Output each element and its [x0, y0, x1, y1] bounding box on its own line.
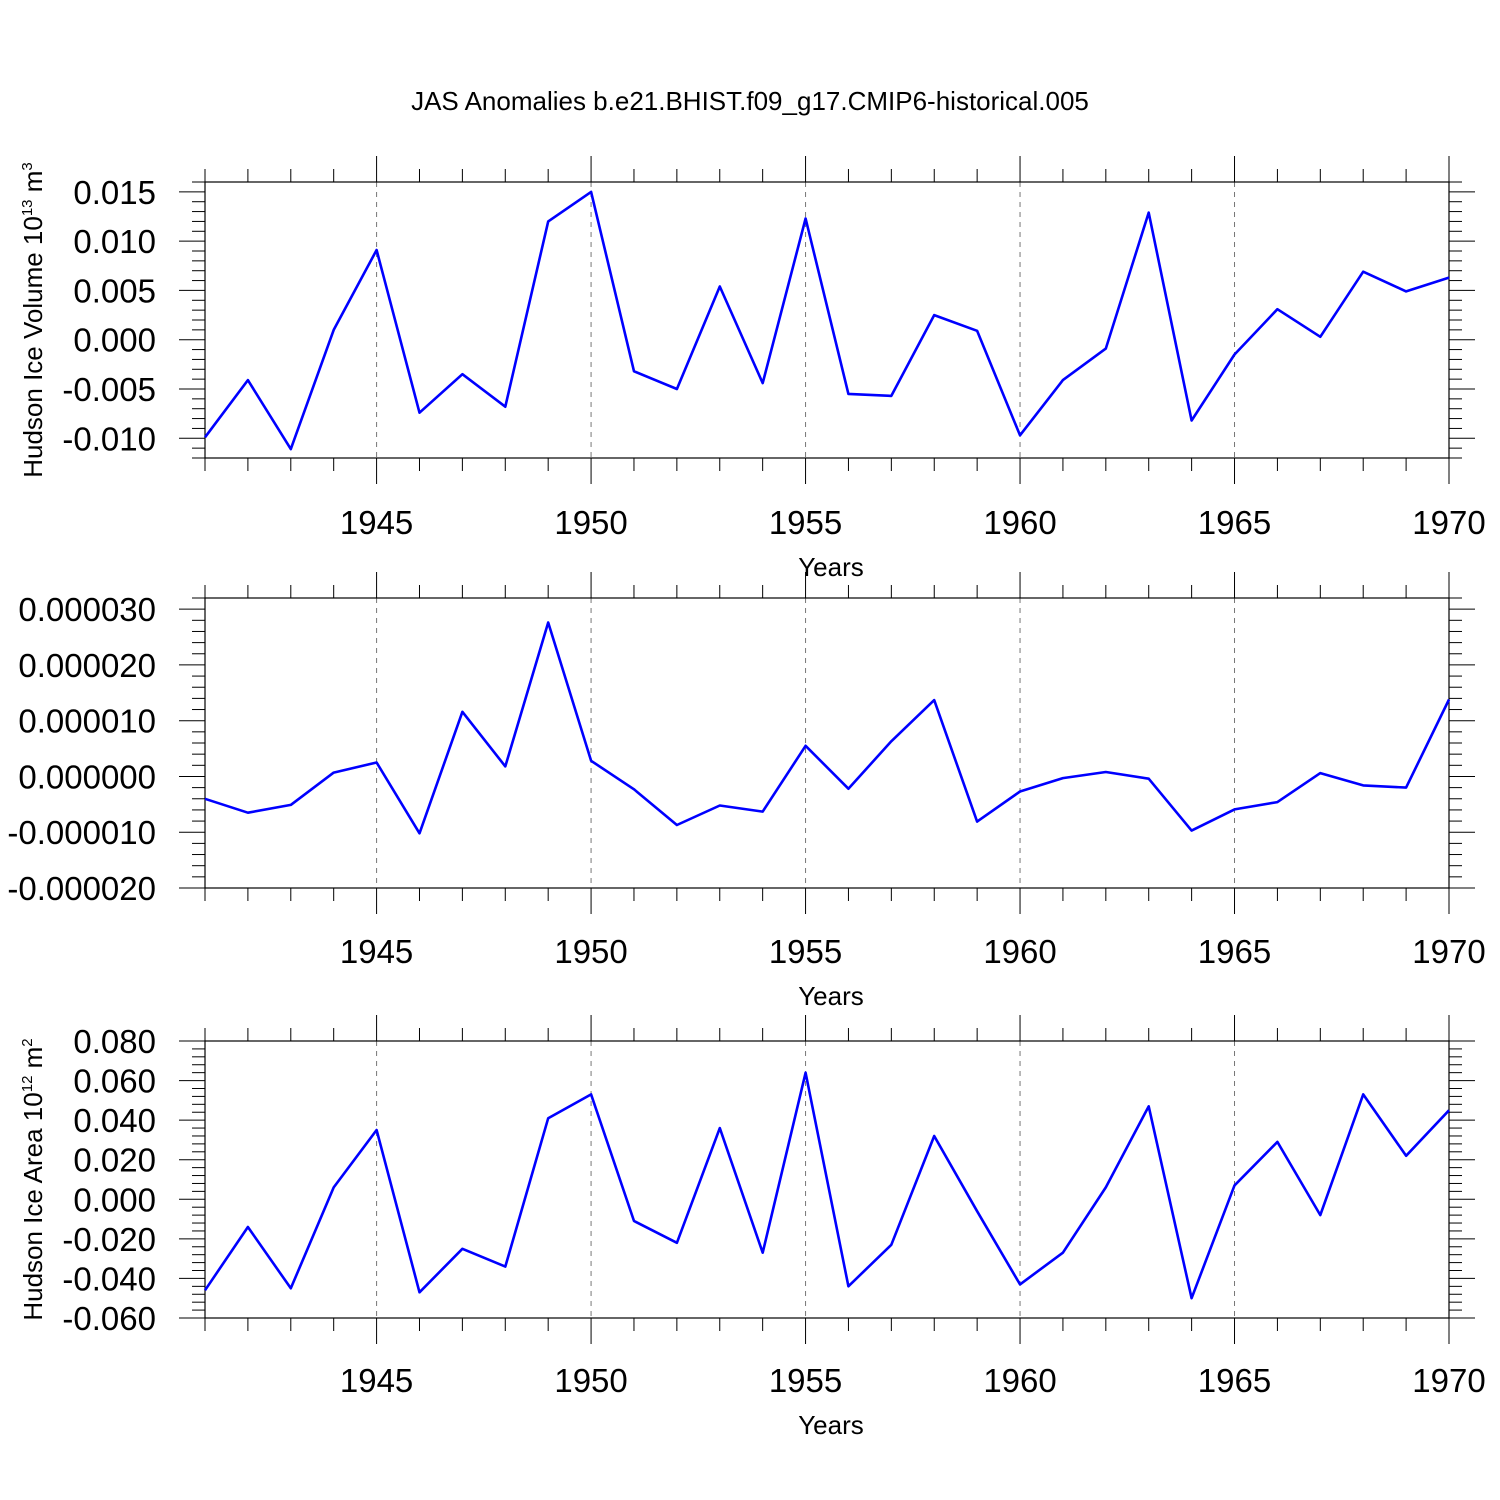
series-line-1: [204, 621, 1451, 835]
y-tick-label: -0.000020: [7, 870, 156, 907]
y-tick-label: 0.040: [73, 1102, 156, 1139]
x-tick-label: 1945: [340, 1362, 413, 1399]
figure-title: JAS Anomalies b.e21.BHIST.f09_g17.CMIP6-…: [411, 86, 1089, 116]
y-tick-label: -0.005: [62, 371, 156, 408]
x-tick-label: 1950: [554, 504, 627, 541]
x-tick-label: 1945: [340, 933, 413, 970]
panel-1: 1945 1950 1955 1960 1965 1970 -0.010 -0.005 0.00…: [18, 156, 1486, 582]
panel-3: 1945 1950 1955 1960 1965 1970 -0.060-0.040-0.0…: [18, 1015, 1486, 1440]
x-tick-label: 1945: [340, 504, 413, 541]
y-tick-label: 0.000010: [18, 703, 156, 740]
y-tick-label: 0.000020: [18, 647, 156, 684]
x-axis-label: Years: [798, 981, 864, 1011]
y-tick-label: 0.000000: [18, 758, 156, 795]
series-line-1: [203, 190, 1450, 451]
y-tick-label: -0.060: [62, 1300, 156, 1337]
y-axis-label: Hudson Ice Volume 1013 m3: [18, 162, 48, 478]
x-tick-label: 1955: [769, 504, 842, 541]
y-tick-label: -0.010: [62, 420, 156, 457]
x-tick-label: 1970: [1412, 1362, 1485, 1399]
series-line-1: [203, 1071, 1450, 1300]
x-tick-label: 1950: [554, 1362, 627, 1399]
y-tick-label: 0.015: [73, 174, 156, 211]
y-tick-label: -0.020: [62, 1221, 156, 1258]
x-tick-label: 1965: [1198, 933, 1271, 970]
y-tick-label: -0.040: [62, 1260, 156, 1297]
x-tick-label: 1955: [769, 933, 842, 970]
x-tick-label: 1960: [983, 504, 1056, 541]
y-tick-label: 0.020: [73, 1142, 156, 1179]
x-tick-label: 1960: [983, 933, 1056, 970]
y-axis-label: Hudson Ice Area 1012 m2: [18, 1038, 48, 1320]
y-tick-label: 0.000: [73, 1181, 156, 1218]
y-tick-label: 0.000030: [18, 591, 156, 628]
plot-frame: [204, 1040, 1450, 1319]
x-axis-label: Years: [798, 552, 864, 582]
x-tick-label: 1965: [1198, 1362, 1271, 1399]
x-tick-label: 1950: [554, 933, 627, 970]
x-tick-label: 1970: [1412, 504, 1485, 541]
y-tick-label: 0.005: [73, 272, 156, 309]
y-tick-label: 0.000: [73, 322, 156, 359]
plot-frame: [204, 181, 1450, 459]
y-tick-label: 0.060: [73, 1063, 156, 1100]
x-tick-label: 1960: [983, 1362, 1056, 1399]
x-tick-label: 1970: [1412, 933, 1485, 970]
x-tick-label: 1955: [769, 1362, 842, 1399]
y-tick-label: 0.080: [73, 1023, 156, 1060]
x-tick-label: 1965: [1198, 504, 1271, 541]
panel-2: 1945 1950 1955 1960 1965 1970 -0.000020 -0.0000…: [7, 572, 1486, 1011]
x-axis-label: Years: [798, 1410, 864, 1440]
plot-frame: [204, 597, 1450, 889]
y-tick-label: 0.010: [73, 223, 156, 260]
y-tick-label: -0.000010: [7, 814, 156, 851]
panels: 1945 1950 1955 1960 1965 1970 -0.010 -0.005 0.00…: [7, 156, 1486, 1440]
